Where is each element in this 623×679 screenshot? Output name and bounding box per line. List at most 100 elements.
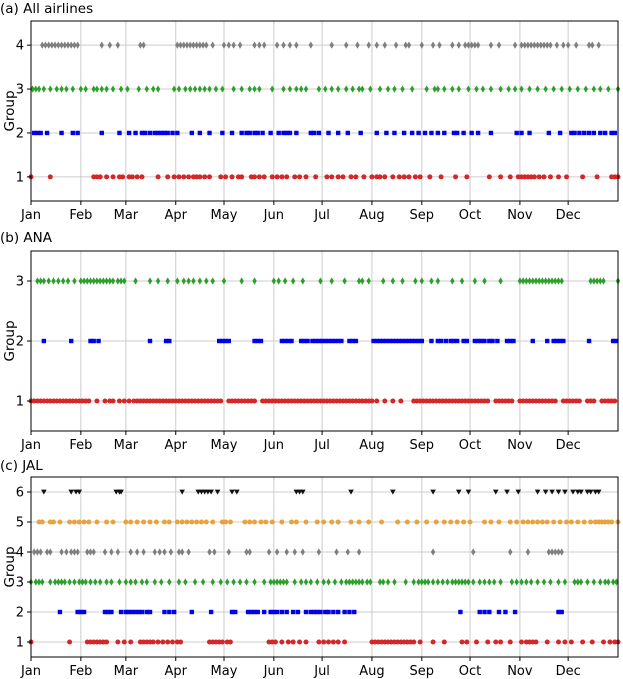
data-point — [588, 277, 593, 285]
data-point — [417, 174, 423, 180]
data-point — [511, 338, 516, 344]
data-point — [155, 277, 161, 285]
data-point — [305, 338, 310, 344]
data-point — [194, 519, 200, 525]
data-point — [263, 519, 269, 525]
data-point — [456, 578, 461, 586]
data-point — [252, 41, 257, 49]
data-point — [477, 578, 482, 586]
data-point — [139, 578, 145, 586]
data-point — [562, 578, 568, 586]
data-point — [97, 174, 103, 180]
data-point — [330, 639, 336, 645]
data-point — [475, 130, 481, 136]
data-point — [406, 174, 412, 180]
data-point — [48, 548, 53, 556]
data-point — [181, 277, 186, 285]
data-point — [572, 130, 577, 136]
data-point — [547, 174, 553, 180]
data-point — [395, 519, 401, 525]
data-point — [464, 338, 470, 344]
data-point — [527, 130, 532, 136]
data-point — [179, 519, 185, 525]
data-point — [75, 548, 80, 556]
series-group-1 — [28, 174, 621, 180]
data-point — [128, 639, 134, 645]
data-point — [331, 609, 336, 615]
data-point — [469, 130, 474, 136]
data-point — [347, 609, 352, 615]
data-point — [287, 85, 293, 93]
data-point — [41, 85, 47, 93]
y-tick-labels: 1 2 3 4 5 6 — [16, 486, 31, 651]
data-point — [527, 277, 532, 285]
data-point — [69, 41, 74, 49]
data-point — [35, 277, 40, 285]
data-point — [32, 548, 37, 556]
data-point — [461, 130, 466, 136]
data-point — [166, 519, 172, 525]
y-axis-label: Group — [2, 90, 18, 131]
data-point — [152, 578, 158, 586]
y-tick-label: 2 — [16, 126, 24, 141]
data-point — [555, 489, 562, 495]
data-point — [548, 578, 553, 586]
data-point — [508, 548, 513, 556]
data-point — [255, 338, 260, 344]
data-point — [208, 609, 214, 615]
data-point — [62, 41, 67, 49]
data-point — [326, 609, 331, 615]
data-point — [471, 578, 476, 586]
data-point — [110, 519, 116, 525]
data-point — [40, 578, 45, 586]
data-point — [610, 338, 616, 344]
data-point — [39, 519, 45, 525]
data-point — [261, 578, 267, 586]
data-point — [221, 277, 227, 285]
data-point — [552, 398, 558, 404]
data-point — [67, 639, 73, 645]
data-point — [128, 548, 133, 556]
data-point — [347, 338, 352, 344]
data-point — [393, 41, 399, 49]
data-point — [122, 277, 127, 285]
data-point — [163, 338, 169, 344]
y-tick-label: 3 — [16, 83, 24, 98]
data-point — [536, 174, 542, 180]
data-point — [252, 338, 257, 344]
data-point — [200, 578, 206, 586]
data-point — [167, 578, 172, 586]
data-point — [445, 578, 450, 586]
data-point — [274, 609, 280, 615]
data-point — [293, 519, 299, 525]
data-point — [147, 609, 153, 615]
data-point — [52, 41, 58, 49]
data-point — [321, 639, 327, 645]
data-point — [102, 548, 108, 556]
data-point — [134, 548, 140, 556]
data-point — [400, 85, 405, 93]
data-point — [556, 277, 561, 285]
data-point — [455, 489, 462, 495]
data-point — [430, 578, 436, 586]
data-point — [340, 174, 346, 180]
data-point — [472, 277, 478, 285]
data-point — [353, 174, 359, 180]
data-point — [97, 578, 103, 586]
data-point — [419, 578, 424, 586]
x-tick-labels: Jan Feb Mar Apr May Jun Jul Aug Sep Oct Nov Dec — [20, 201, 581, 223]
data-point — [335, 519, 341, 525]
data-point — [141, 41, 146, 49]
data-point — [308, 609, 314, 615]
data-point — [279, 639, 285, 645]
data-point — [203, 519, 209, 525]
data-point — [225, 578, 230, 586]
data-point — [377, 174, 383, 180]
data-point — [541, 578, 547, 586]
data-point — [188, 85, 193, 93]
data-point — [422, 130, 428, 136]
data-point — [59, 41, 64, 49]
data-point — [212, 548, 217, 556]
data-point — [141, 548, 146, 556]
data-point — [332, 578, 338, 586]
